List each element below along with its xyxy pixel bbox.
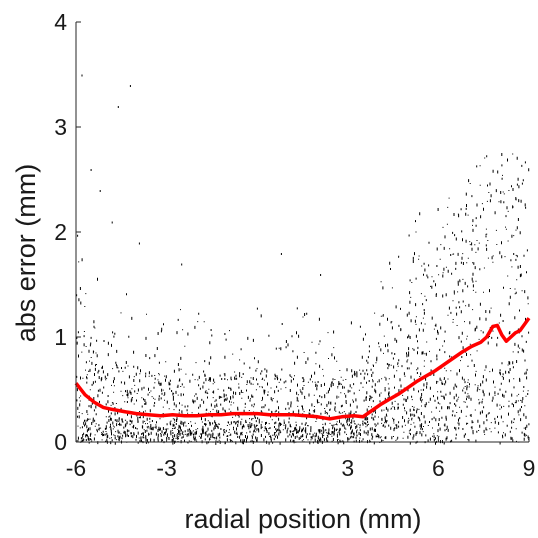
y-tick-label: 3: [54, 114, 67, 140]
mean-error-line: [74, 317, 531, 421]
scatter-point-cloud: [75, 74, 530, 445]
axes: [75, 21, 530, 443]
x-tick-label: 3: [341, 455, 354, 481]
y-axis-title: abs error (mm): [11, 164, 41, 343]
x-tick-label: 9: [523, 455, 536, 481]
x-tick-label: -6: [66, 455, 86, 481]
mean-error-line-path: [74, 317, 531, 421]
y-tick-label: 1: [54, 324, 67, 350]
x-tick-label: -3: [156, 455, 176, 481]
x-tick-label: 6: [432, 455, 445, 481]
x-axis-title: radial position (mm): [184, 504, 421, 534]
y-tick-label: 2: [54, 219, 67, 245]
x-tick-label: 0: [251, 455, 264, 481]
scatter-points: [75, 74, 530, 445]
tick-labels: -6 -3 0 3 6 9 0 1 2 3 4: [54, 9, 535, 481]
y-tick-label: 4: [54, 9, 67, 35]
y-tick-label: 0: [54, 429, 67, 455]
